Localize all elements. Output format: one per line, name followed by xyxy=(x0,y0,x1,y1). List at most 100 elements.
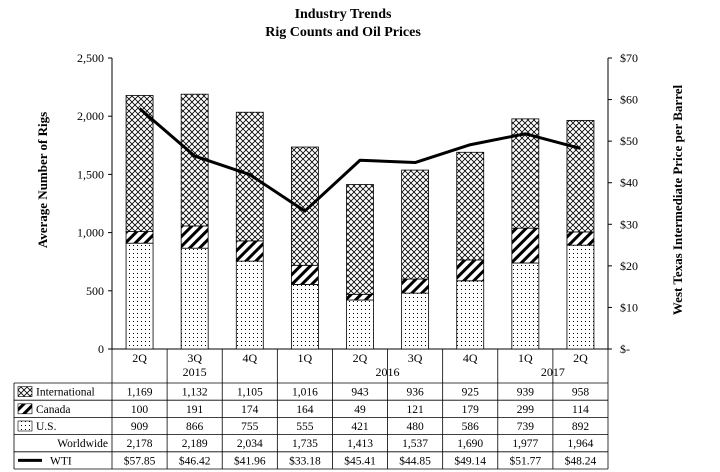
x-tick-label: 2Q xyxy=(132,351,147,365)
table-cell: 936 xyxy=(406,387,424,399)
table-cell: 943 xyxy=(351,387,369,399)
chart-title: Industry Trends xyxy=(295,7,392,22)
table-row-label: U.S. xyxy=(36,421,57,433)
y-tick-label: 1,000 xyxy=(77,226,104,240)
table-cell: 939 xyxy=(517,387,535,399)
chart-subtitle: Rig Counts and Oil Prices xyxy=(265,25,421,40)
x-tick-label: 1Q xyxy=(298,351,313,365)
bar-u-s-9 xyxy=(566,244,595,350)
table-cell: $46.42 xyxy=(179,454,211,467)
table-cell: 925 xyxy=(462,387,480,399)
bar-u-s-1 xyxy=(125,242,154,350)
bar-international-6 xyxy=(401,169,430,280)
table-cell: 2,178 xyxy=(127,438,153,450)
y2-tick-label: $70 xyxy=(620,51,638,65)
table-cell: 555 xyxy=(296,421,314,433)
table-cell: 1,016 xyxy=(292,387,318,399)
table-cell: 1,977 xyxy=(512,438,538,450)
line-layer xyxy=(138,107,581,213)
data-table: 2Q 3Q 4Q 1Q 2Q 3Q 4Q 1Q 2Q 2015 2016 2017 Internatio… xyxy=(13,349,609,470)
table-row-label: Canada xyxy=(36,404,70,416)
table-cell: $48.24 xyxy=(565,454,597,467)
bar-canada-7 xyxy=(456,259,485,282)
bar-canada-3 xyxy=(235,240,264,262)
y-tick-label: 0 xyxy=(98,342,104,356)
table-cell: $44.85 xyxy=(399,454,431,467)
table-cell: 480 xyxy=(406,421,424,433)
table-cell: 299 xyxy=(517,404,535,416)
x-tick-label: 1Q xyxy=(518,351,533,365)
table-cell: $41.96 xyxy=(234,454,266,467)
x-tick-label: 3Q xyxy=(408,351,423,365)
y2-tick-label: $- xyxy=(620,342,630,356)
bar-international-5 xyxy=(346,184,374,295)
table-cell: 909 xyxy=(131,421,149,433)
y-tick-label: 2,500 xyxy=(77,51,104,65)
table-cell: 2,034 xyxy=(237,438,263,450)
table-cell: 866 xyxy=(186,421,204,433)
table-row-label: WTI xyxy=(50,455,72,467)
table-cell: 1,105 xyxy=(237,387,263,399)
bar-canada-8 xyxy=(511,227,540,264)
y2-tick-label: $10 xyxy=(620,300,638,314)
bar-u-s-3 xyxy=(235,260,264,350)
wti-line xyxy=(138,107,581,213)
table-cell: $45.41 xyxy=(344,454,376,467)
bar-u-s-8 xyxy=(511,262,540,350)
table-cell: 755 xyxy=(241,421,259,433)
table-cell: 2,189 xyxy=(182,438,208,450)
x-tick-label: 2Q xyxy=(353,351,368,365)
x-tick-label: 4Q xyxy=(463,351,478,365)
table-cell: 586 xyxy=(462,421,480,433)
table-cell: 1,537 xyxy=(402,438,428,450)
y2-axis-title: West Texas Intermediate Price per Barrel xyxy=(670,85,685,316)
bar-canada-4 xyxy=(290,264,319,285)
y2-tick-label: $60 xyxy=(620,93,638,107)
y2-tick-label: $30 xyxy=(620,217,638,231)
table-cell: 739 xyxy=(517,421,535,433)
bar-canada-2 xyxy=(180,225,209,249)
bar-layer xyxy=(125,93,595,350)
y-axis-title: Average Number of Rigs xyxy=(35,112,50,248)
bar-u-s-7 xyxy=(456,280,485,350)
table-cell: $33.18 xyxy=(289,454,321,467)
table-cell: 100 xyxy=(131,404,149,416)
x-tick-label: 2Q xyxy=(573,351,588,365)
bar-u-s-5 xyxy=(346,299,374,350)
bar-u-s-6 xyxy=(401,292,430,350)
table-cell: $51.77 xyxy=(510,454,542,467)
year-group-label: 2015 xyxy=(183,365,207,379)
legend-key-dots xyxy=(17,420,33,432)
tick-layer: 0 500 1,000 1,500 2,000 2,500 $- $10 $20 $30 $40 $5… xyxy=(77,51,638,356)
x-tick-label: 3Q xyxy=(187,351,202,365)
bar-u-s-4 xyxy=(290,283,319,350)
table-cell: 179 xyxy=(462,404,480,416)
y2-tick-label: $40 xyxy=(620,176,638,190)
y-tick-label: 1,500 xyxy=(77,167,104,181)
table-cell: 174 xyxy=(241,404,259,416)
year-group-label: 2017 xyxy=(541,365,565,379)
table-cell: 1,169 xyxy=(127,387,153,399)
table-cell: 164 xyxy=(296,404,314,416)
bar-international-9 xyxy=(566,119,595,233)
year-group-label: 2016 xyxy=(376,365,400,379)
table-cell: $49.14 xyxy=(454,454,486,467)
bar-canada-6 xyxy=(401,278,430,294)
x-tick-label: 4Q xyxy=(242,351,257,365)
table-cell: 421 xyxy=(351,421,369,433)
table-cell: 191 xyxy=(186,404,204,416)
table-cell: 1,690 xyxy=(457,438,483,450)
y2-tick-label: $20 xyxy=(620,259,638,273)
bar-canada-5 xyxy=(346,293,374,301)
table-row-label: International xyxy=(36,387,95,399)
table-cell: 892 xyxy=(572,421,590,433)
table-cell: $57.85 xyxy=(124,454,156,467)
table-row-label: Worldwide xyxy=(57,438,108,450)
bar-canada-1 xyxy=(125,231,154,244)
table-cell: 121 xyxy=(406,404,424,416)
y2-tick-label: $50 xyxy=(620,134,638,148)
table-cell: 958 xyxy=(572,387,590,399)
y-tick-label: 500 xyxy=(86,284,104,298)
table-cell: 1,735 xyxy=(292,438,318,450)
